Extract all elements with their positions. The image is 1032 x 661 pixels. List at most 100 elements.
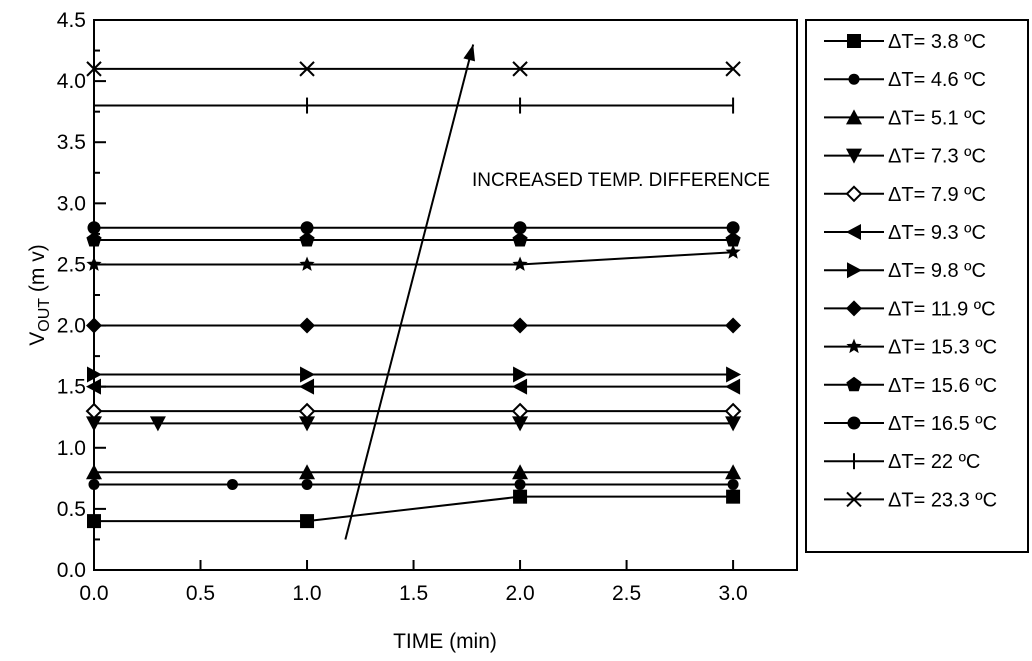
data-point-triangle-up	[725, 464, 742, 480]
series-2	[88, 478, 739, 490]
data-point-diamond-open	[85, 402, 103, 420]
data-point-triangle-down	[725, 416, 742, 432]
data-point-pentagon	[512, 232, 528, 247]
y-tick-label: 4.5	[57, 9, 86, 32]
data-point-triangle-right	[726, 366, 742, 383]
legend-label: ΔT= 4.6 ºC	[888, 69, 986, 91]
data-point-triangle-right	[847, 262, 862, 279]
data-point-triangle-up	[846, 109, 862, 125]
series-line	[94, 251, 734, 266]
y-tick-label: 3.0	[57, 192, 86, 215]
x-tick-label: 1.5	[399, 582, 428, 605]
legend-box	[805, 19, 1029, 553]
legend-item: ΔT= 4.6 ºC	[824, 69, 986, 91]
legend-item: ΔT= 16.5 ºC	[824, 413, 997, 435]
data-point-triangle-left	[299, 378, 315, 395]
legend: ΔT= 3.8 ºC ΔT= 4.6 ºC ΔT= 5.1 ºC ΔT= 7.3 ºC…	[824, 31, 997, 511]
y-axis-title-main: V	[26, 332, 49, 346]
legend-item: ΔT= 9.3 ºC	[824, 222, 986, 244]
legend-label: ΔT= 23.3 ºC	[888, 489, 997, 511]
data-point-triangle-down	[86, 416, 102, 432]
x-tick-label: 1.0	[292, 582, 321, 605]
series-layer	[85, 61, 742, 529]
legend-label: ΔT= 16.5 ºC	[888, 413, 997, 435]
data-point-triangle-up	[299, 464, 316, 480]
x-tick-label: 2.0	[505, 582, 534, 605]
cross-stroke	[299, 61, 315, 77]
data-point-triangle-left	[725, 378, 741, 395]
data-point-diamond	[725, 317, 742, 334]
data-point-star	[86, 256, 102, 271]
y-tick-label: 1.5	[57, 376, 86, 399]
annotation-arrow-shaft	[344, 44, 475, 540]
x-tick-label: 0.5	[186, 582, 215, 605]
series-6	[86, 378, 741, 395]
cross-stroke	[725, 61, 741, 77]
data-point-pentagon	[86, 232, 102, 247]
x-axis: 0.0 0.5 1.0 1.5 2.0 2.5 3.0	[79, 560, 748, 605]
data-point-pentagon	[299, 232, 315, 247]
legend-item: ΔT= 5.1 ºC	[824, 107, 986, 129]
data-point-cross	[299, 61, 315, 77]
legend-item: ΔT= 15.6 ºC	[824, 375, 997, 397]
legend-label: ΔT= 22 ºC	[888, 451, 980, 473]
data-point-triangle-right	[300, 366, 316, 383]
legend-label: ΔT= 3.8 ºC	[888, 31, 986, 53]
series-line	[94, 495, 734, 523]
y-tick-label: 3.5	[57, 131, 86, 154]
legend-item: ΔT= 9.8 ºC	[824, 260, 986, 282]
data-point-circle	[726, 221, 740, 235]
legend-label: ΔT= 7.3 ºC	[888, 146, 986, 168]
data-point-square	[726, 489, 741, 504]
data-point-triangle-left	[512, 378, 528, 395]
data-point-circle	[87, 221, 101, 235]
legend-item: ΔT= 22 ºC	[824, 451, 980, 473]
x-axis-title: TIME (min)	[393, 630, 497, 653]
data-point-diamond-open	[298, 402, 316, 420]
series-1	[87, 489, 741, 529]
legend-label: ΔT= 11.9 ºC	[888, 298, 996, 320]
legend-label: ΔT= 9.8 ºC	[888, 260, 986, 282]
series-5	[85, 402, 742, 420]
data-point-cross	[512, 61, 528, 77]
annotation: INCREASED TEMP. DIFFERENCE	[344, 44, 770, 540]
cross-stroke	[512, 61, 528, 77]
data-point-square	[87, 514, 101, 529]
plot-frame	[93, 19, 798, 571]
series-3	[86, 464, 742, 480]
x-tick-label: 0.0	[79, 582, 108, 605]
series-7	[87, 366, 742, 383]
data-point-diamond	[299, 317, 316, 334]
y-tick-label: 0.0	[57, 559, 86, 582]
data-point-triangle-right	[87, 366, 102, 383]
data-point-circle	[513, 221, 527, 235]
legend-label: ΔT= 15.3 ºC	[888, 337, 997, 359]
annotation-arrow-head	[463, 44, 476, 62]
data-point-triangle-down	[512, 416, 529, 432]
legend-item: ΔT= 7.9 ºC	[824, 184, 986, 206]
series-9	[86, 244, 741, 271]
legend-label: ΔT= 5.1 ºC	[888, 107, 986, 129]
data-point-diamond	[86, 317, 102, 334]
data-point-pentagon	[846, 376, 862, 392]
legend-item: ΔT= 7.3 ºC	[824, 146, 986, 168]
data-point-diamond-open	[845, 185, 863, 203]
series-4	[86, 416, 742, 432]
data-point-circle-small	[848, 73, 860, 85]
legend-label: ΔT= 9.3 ºC	[888, 222, 986, 244]
x-tick-label: 3.0	[718, 582, 747, 605]
data-point-circle	[300, 221, 314, 235]
cross-stroke	[86, 61, 102, 77]
y-axis-title: VOUT (m v)	[26, 244, 53, 345]
data-point-diamond	[512, 317, 529, 334]
data-point-cross	[846, 491, 862, 508]
data-point-star	[299, 256, 315, 271]
data-point-triangle-down	[149, 416, 166, 432]
y-tick-label: 1.0	[57, 437, 86, 460]
data-point-triangle-down	[299, 416, 316, 432]
y-tick-label: 0.5	[57, 498, 86, 521]
data-point-circle-small	[301, 478, 313, 490]
legend-label: ΔT= 7.9 ºC	[888, 184, 986, 206]
series-12	[93, 97, 735, 114]
